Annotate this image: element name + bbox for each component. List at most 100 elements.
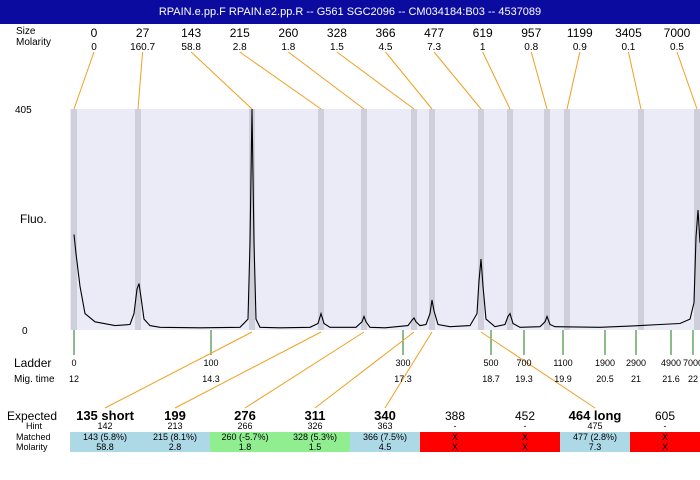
- ladder-size: 1900: [595, 358, 615, 368]
- window-title: RPAIN.e.pp.F RPAIN.e2.pp.R -- G561 SGC20…: [0, 0, 700, 24]
- peak-connector: [73, 51, 95, 110]
- peak-size-label: 260: [278, 26, 298, 40]
- match-connector: [174, 331, 322, 409]
- matched-value: 260 (-5.7%): [221, 432, 268, 442]
- expected-size: 464 long: [569, 408, 622, 423]
- ladder-size: 4900: [661, 358, 681, 368]
- matched-molarity: 58.8: [96, 442, 114, 452]
- expected-size: 605: [655, 409, 675, 423]
- peak-connector: [190, 51, 253, 110]
- peak-connector: [288, 51, 365, 110]
- ladder-mig-time: 19.9: [554, 374, 572, 384]
- matched-value: X: [522, 432, 528, 442]
- ladder-size: 1100: [553, 358, 572, 368]
- ladder-size: 7000: [683, 358, 700, 368]
- peak-connector: [566, 51, 581, 110]
- match-cell: [210, 432, 280, 452]
- peak-size-label: 7000: [664, 26, 691, 40]
- y-max-label: 405: [15, 105, 32, 116]
- peak-band: [361, 109, 367, 330]
- peak-size-label: 27: [136, 26, 150, 40]
- y-min-label: 0: [22, 326, 28, 337]
- hint-value: 142: [97, 421, 112, 431]
- expected-size: 388: [445, 409, 465, 423]
- matched-molarity: X: [452, 442, 458, 452]
- peak-band: [478, 109, 484, 330]
- hint-value: 363: [377, 421, 392, 431]
- peak-molarity-label: 1.5: [330, 42, 344, 53]
- matched-value: 477 (2.8%): [573, 432, 617, 442]
- matched-value: X: [662, 432, 668, 442]
- ladder-mig-time: 21: [631, 374, 641, 384]
- expected-size: 135 short: [76, 408, 134, 423]
- match-connector: [384, 331, 433, 409]
- peak-size-label: 3405: [615, 26, 642, 40]
- matched-value: 143 (5.8%): [83, 432, 127, 442]
- peak-size-label: 143: [181, 26, 201, 40]
- matched-molarity: 7.3: [589, 442, 602, 452]
- matched-molarity: 1.8: [239, 442, 252, 452]
- matched-value: X: [452, 432, 458, 442]
- ladder-mig-time: 14.3: [202, 374, 220, 384]
- matched-molarity: 1.5: [309, 442, 322, 452]
- matched-value: 366 (7.5%): [363, 432, 407, 442]
- peak-band: [507, 109, 513, 330]
- matched-value: 215 (8.1%): [153, 432, 197, 442]
- peak-size-label: 1199: [567, 26, 593, 40]
- peak-molarity-label: 1.8: [281, 42, 295, 53]
- hint-value: -: [524, 421, 527, 431]
- peak-molarity-label: 2.8: [233, 42, 247, 53]
- expected-size: 452: [515, 409, 535, 423]
- peak-molarity-label: 0: [91, 42, 97, 53]
- peak-molarity-label: 4.5: [379, 42, 393, 53]
- ladder-size: 300: [395, 358, 410, 368]
- matched-molarity: 4.5: [379, 442, 392, 452]
- ladder-size: 2900: [626, 358, 646, 368]
- peak-molarity-label: 0.1: [621, 42, 635, 53]
- ladder-size: 100: [203, 358, 218, 368]
- match-cell: [420, 432, 490, 452]
- expected-size: 340: [374, 408, 396, 423]
- match-cell: [630, 432, 700, 452]
- peak-molarity-label: 0.5: [670, 42, 684, 53]
- ladder-size: 700: [516, 358, 531, 368]
- ladder-mig-time: 12: [69, 374, 79, 384]
- match-connector: [104, 331, 253, 409]
- ladder-label: Ladder: [14, 356, 51, 370]
- peak-band: [135, 109, 141, 330]
- peak-connector: [676, 51, 698, 110]
- peak-size-label: 957: [521, 26, 541, 40]
- peak-size-label: 477: [424, 26, 444, 40]
- hint-value: 475: [587, 421, 602, 431]
- hint-value: -: [454, 421, 457, 431]
- peak-band: [564, 109, 570, 330]
- peak-size-label: 366: [375, 26, 395, 40]
- peak-band: [429, 109, 435, 330]
- peak-connector: [482, 51, 511, 110]
- peak-band: [249, 109, 255, 330]
- peak-molarity-label: 1: [480, 42, 486, 53]
- expected-size: 276: [234, 408, 256, 423]
- peak-molarity-label: 160.7: [130, 42, 155, 53]
- matched-label: Matched: [16, 432, 51, 442]
- expected-size: 199: [164, 408, 186, 423]
- ladder-mig-time: 19.3: [515, 374, 533, 384]
- match-connector: [480, 331, 596, 409]
- peak-connector: [627, 51, 642, 110]
- peak-band: [638, 109, 644, 330]
- plot-area: [70, 109, 700, 330]
- peak-connector: [239, 51, 322, 110]
- molarity-row-label: Molarity: [16, 37, 51, 48]
- match-cell: [350, 432, 420, 452]
- peak-molarity-label: 0.9: [573, 42, 587, 53]
- expected-label: Expected: [7, 409, 57, 423]
- ladder-size: 0: [71, 358, 76, 368]
- match-cell: [560, 432, 630, 452]
- y-axis-label: Fluo.: [20, 212, 47, 226]
- matched-value: 328 (5.3%): [293, 432, 337, 442]
- hint-value: 326: [307, 421, 322, 431]
- peak-size-label: 0: [91, 26, 98, 40]
- ladder-mig-time: 20.5: [596, 374, 614, 384]
- hint-value: -: [664, 421, 667, 431]
- match-cell: [280, 432, 350, 452]
